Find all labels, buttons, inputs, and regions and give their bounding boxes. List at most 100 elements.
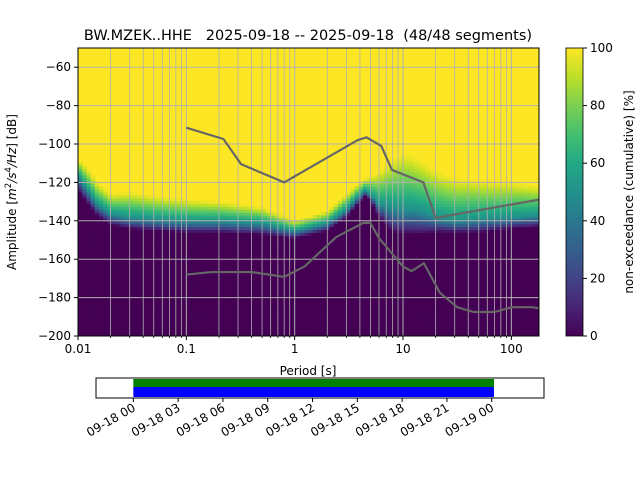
heatmap-cell	[367, 289, 372, 294]
heatmap-cell	[195, 310, 201, 314]
heatmap-cell	[182, 264, 188, 268]
heatmap-cell	[170, 304, 175, 308]
heatmap-cell	[170, 264, 175, 268]
heatmap-cell	[316, 301, 322, 305]
heatmap-cell	[111, 324, 117, 328]
heatmap-cell	[371, 333, 377, 336]
heatmap-cell	[333, 243, 339, 248]
heatmap-cell	[233, 272, 238, 277]
heatmap-cell	[362, 310, 368, 314]
heatmap-cell	[94, 192, 100, 196]
heatmap-cell	[186, 278, 192, 282]
heatmap-cell	[203, 217, 209, 222]
heatmap-cell	[442, 249, 448, 254]
heatmap-cell	[107, 272, 113, 277]
heatmap-cell	[434, 310, 440, 314]
heatmap-cell	[107, 226, 113, 231]
heatmap-cell	[404, 287, 410, 291]
heatmap-cell	[207, 298, 213, 303]
heatmap-cell	[161, 292, 167, 297]
heatmap-cell	[283, 252, 289, 256]
heatmap-cell	[392, 281, 398, 285]
heatmap-cell	[111, 333, 117, 336]
heatmap-cell	[442, 229, 448, 233]
heatmap-cell	[346, 200, 352, 205]
heatmap-cell	[295, 220, 301, 225]
heatmap-cell	[417, 301, 423, 305]
heatmap-cell	[119, 249, 125, 254]
heatmap-cell	[199, 246, 205, 251]
heatmap-cell	[480, 301, 486, 305]
heatmap-cell	[371, 240, 377, 245]
heatmap-cell	[174, 217, 180, 222]
heatmap-cell	[107, 307, 113, 311]
heatmap-cell	[178, 321, 184, 326]
heatmap-cell	[413, 226, 419, 231]
heatmap-cell	[115, 287, 121, 291]
heatmap-cell	[388, 307, 393, 311]
heatmap-cell	[115, 192, 121, 196]
heatmap-cell	[467, 223, 473, 228]
heatmap-cell	[404, 240, 410, 245]
heatmap-cell	[90, 269, 96, 274]
heatmap-cell	[203, 223, 209, 228]
heatmap-cell	[86, 246, 92, 251]
heatmap-cell	[442, 232, 448, 236]
heatmap-cell	[254, 284, 259, 288]
heatmap-cell	[409, 330, 414, 334]
heatmap-cell	[207, 272, 213, 277]
heatmap-cell	[279, 255, 284, 259]
heatmap-cell	[161, 307, 167, 311]
heatmap-cell	[375, 217, 381, 222]
heatmap-cell	[308, 229, 314, 233]
heatmap-cell	[425, 235, 431, 239]
heatmap-cell	[111, 243, 117, 248]
heatmap-cell	[128, 312, 134, 317]
heatmap-cell	[103, 232, 108, 236]
heatmap-cell	[312, 315, 318, 320]
heatmap-cell	[178, 223, 184, 228]
heatmap-cell	[413, 168, 419, 173]
ppsd-plot-area	[78, 48, 539, 336]
heatmap-cell	[450, 304, 456, 308]
heatmap-cell	[128, 289, 134, 294]
heatmap-cell	[199, 220, 205, 225]
heatmap-cell	[480, 252, 486, 256]
heatmap-cell	[224, 235, 230, 239]
heatmap-cell	[178, 275, 184, 279]
heatmap-cell	[291, 238, 297, 242]
heatmap-cell	[295, 232, 301, 236]
heatmap-cell	[274, 327, 280, 331]
heatmap-cell	[212, 203, 217, 207]
heatmap-cell	[471, 330, 477, 334]
heatmap-cell	[354, 220, 360, 225]
heatmap-cell	[199, 223, 205, 228]
heatmap-cell	[115, 212, 121, 216]
heatmap-cell	[166, 261, 171, 265]
heatmap-cell	[417, 232, 423, 236]
heatmap-cell	[367, 304, 372, 308]
heatmap-cell	[249, 330, 255, 334]
heatmap-cell	[346, 246, 352, 251]
heatmap-cell	[362, 217, 368, 222]
heatmap-cell	[430, 264, 435, 268]
heatmap-cell	[107, 240, 113, 245]
heatmap-cell	[186, 284, 192, 288]
heatmap-cell	[362, 249, 368, 254]
heatmap-cell	[153, 215, 159, 219]
heatmap-cell	[111, 266, 117, 271]
heatmap-cell	[82, 203, 87, 207]
heatmap-cell	[94, 278, 100, 282]
heatmap-cell	[371, 269, 377, 274]
heatmap-cell	[421, 194, 427, 199]
heatmap-cell	[258, 281, 263, 285]
heatmap-cell	[157, 255, 163, 259]
heatmap-cell	[262, 307, 268, 311]
heatmap-cell	[367, 278, 372, 282]
heatmap-cell	[224, 229, 230, 233]
heatmap-cell	[128, 261, 134, 265]
heatmap-cell	[207, 246, 213, 251]
heatmap-cell	[212, 232, 217, 236]
heatmap-cell	[270, 324, 276, 328]
heatmap-cell	[329, 243, 335, 248]
